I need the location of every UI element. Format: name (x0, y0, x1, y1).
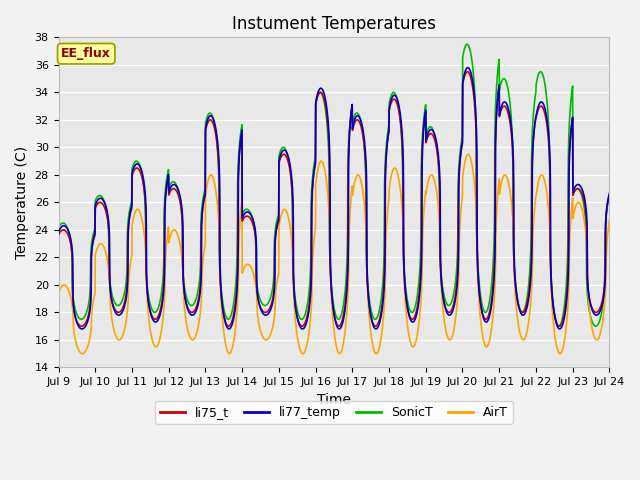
Legend: li75_t, li77_temp, SonicT, AirT: li75_t, li77_temp, SonicT, AirT (155, 401, 513, 424)
X-axis label: Time: Time (317, 393, 351, 407)
Text: EE_flux: EE_flux (61, 47, 111, 60)
Y-axis label: Temperature (C): Temperature (C) (15, 146, 29, 259)
Title: Instument Temperatures: Instument Temperatures (232, 15, 436, 33)
